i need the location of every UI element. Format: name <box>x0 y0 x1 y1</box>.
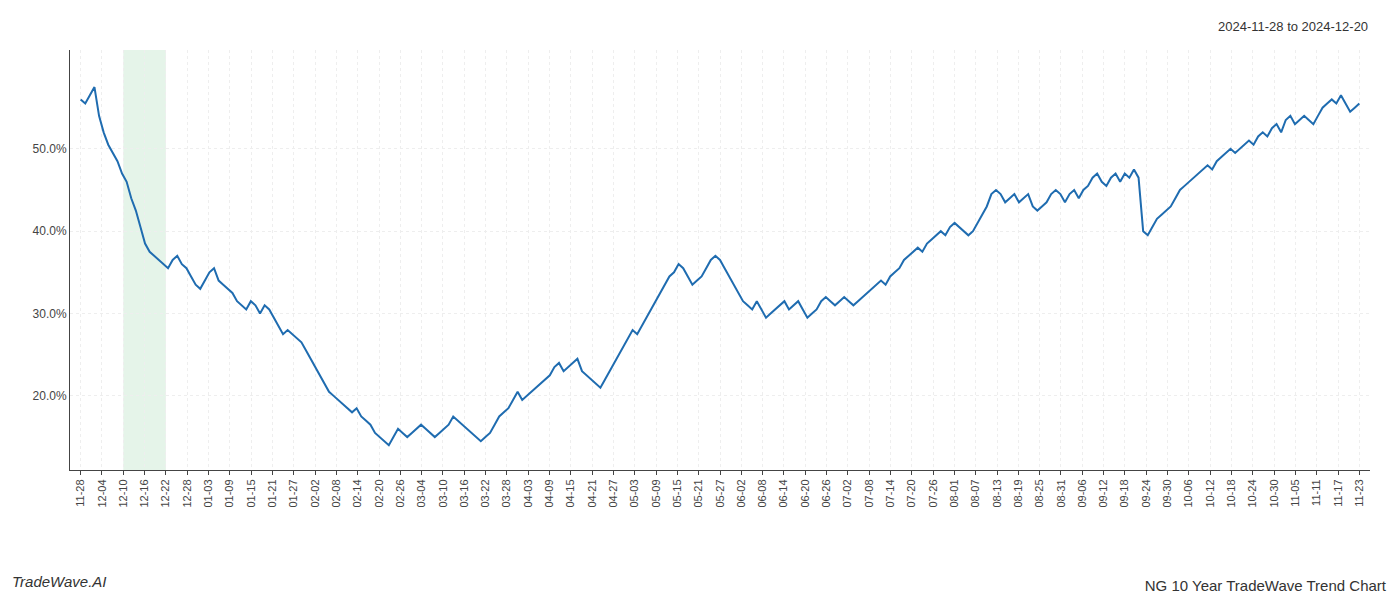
svg-text:03-16: 03-16 <box>458 479 470 507</box>
svg-text:11-17: 11-17 <box>1332 479 1344 506</box>
svg-text:09-18: 09-18 <box>1118 479 1130 507</box>
svg-text:04-27: 04-27 <box>607 479 619 507</box>
svg-text:05-15: 05-15 <box>671 479 683 507</box>
svg-text:08-25: 08-25 <box>1033 479 1045 507</box>
svg-text:12-04: 12-04 <box>96 479 108 507</box>
svg-text:01-15: 01-15 <box>245 479 257 507</box>
svg-text:09-12: 09-12 <box>1097 479 1109 507</box>
svg-text:10-06: 10-06 <box>1182 479 1194 507</box>
svg-text:05-21: 05-21 <box>692 479 704 507</box>
svg-text:01-09: 01-09 <box>223 479 235 507</box>
svg-text:12-22: 12-22 <box>159 479 171 507</box>
svg-text:07-02: 07-02 <box>841 479 853 507</box>
svg-text:03-04: 03-04 <box>415 479 427 507</box>
svg-text:04-03: 04-03 <box>522 479 534 507</box>
svg-text:06-02: 06-02 <box>735 479 747 507</box>
svg-text:10-24: 10-24 <box>1246 479 1258 507</box>
svg-text:08-19: 08-19 <box>1012 479 1024 507</box>
svg-text:07-08: 07-08 <box>863 479 875 507</box>
svg-text:02-02: 02-02 <box>309 479 321 507</box>
svg-text:08-01: 08-01 <box>948 479 960 507</box>
svg-text:04-09: 04-09 <box>543 479 555 507</box>
svg-text:TradeWave.AI: TradeWave.AI <box>12 573 106 590</box>
svg-text:10-18: 10-18 <box>1225 479 1237 507</box>
svg-text:07-20: 07-20 <box>905 479 917 507</box>
svg-text:11-05: 11-05 <box>1289 479 1301 506</box>
svg-text:08-31: 08-31 <box>1055 479 1067 507</box>
svg-text:02-14: 02-14 <box>351 479 363 507</box>
svg-text:05-03: 05-03 <box>628 479 640 507</box>
svg-text:06-26: 06-26 <box>820 479 832 507</box>
svg-text:08-07: 08-07 <box>969 479 981 507</box>
svg-text:NG 10 Year TradeWave Trend Cha: NG 10 Year TradeWave Trend Chart <box>1145 577 1387 594</box>
svg-text:08-13: 08-13 <box>991 479 1003 507</box>
svg-text:01-21: 01-21 <box>266 479 278 507</box>
svg-text:09-06: 09-06 <box>1076 479 1088 507</box>
svg-text:03-10: 03-10 <box>437 479 449 507</box>
svg-text:01-03: 01-03 <box>202 479 214 507</box>
svg-text:12-28: 12-28 <box>181 479 193 507</box>
svg-text:02-08: 02-08 <box>330 479 342 507</box>
svg-text:12-16: 12-16 <box>138 479 150 507</box>
svg-text:50.0%: 50.0% <box>33 142 67 156</box>
svg-text:11-11: 11-11 <box>1310 479 1322 506</box>
svg-text:09-30: 09-30 <box>1161 479 1173 507</box>
svg-text:06-20: 06-20 <box>799 479 811 507</box>
svg-text:11-28: 11-28 <box>74 479 86 506</box>
svg-text:20.0%: 20.0% <box>33 389 67 403</box>
svg-text:2024-11-28 to 2024-12-20: 2024-11-28 to 2024-12-20 <box>1218 19 1368 34</box>
svg-text:12-10: 12-10 <box>117 479 129 507</box>
svg-text:06-08: 06-08 <box>756 479 768 507</box>
svg-text:07-26: 07-26 <box>927 479 939 507</box>
svg-text:01-27: 01-27 <box>287 479 299 507</box>
svg-text:05-27: 05-27 <box>714 479 726 507</box>
svg-text:03-28: 03-28 <box>500 479 512 507</box>
svg-text:04-15: 04-15 <box>564 479 576 507</box>
svg-text:10-12: 10-12 <box>1204 479 1216 507</box>
svg-text:10-30: 10-30 <box>1268 479 1280 507</box>
svg-text:06-14: 06-14 <box>778 479 790 507</box>
svg-text:07-14: 07-14 <box>884 479 896 507</box>
svg-text:30.0%: 30.0% <box>33 307 67 321</box>
svg-text:09-24: 09-24 <box>1140 479 1152 507</box>
svg-text:11-23: 11-23 <box>1353 479 1365 506</box>
svg-text:03-22: 03-22 <box>479 479 491 507</box>
svg-text:02-26: 02-26 <box>394 479 406 507</box>
svg-text:04-21: 04-21 <box>586 479 598 507</box>
svg-text:02-20: 02-20 <box>373 479 385 507</box>
svg-text:40.0%: 40.0% <box>33 224 67 238</box>
svg-text:05-09: 05-09 <box>650 479 662 507</box>
